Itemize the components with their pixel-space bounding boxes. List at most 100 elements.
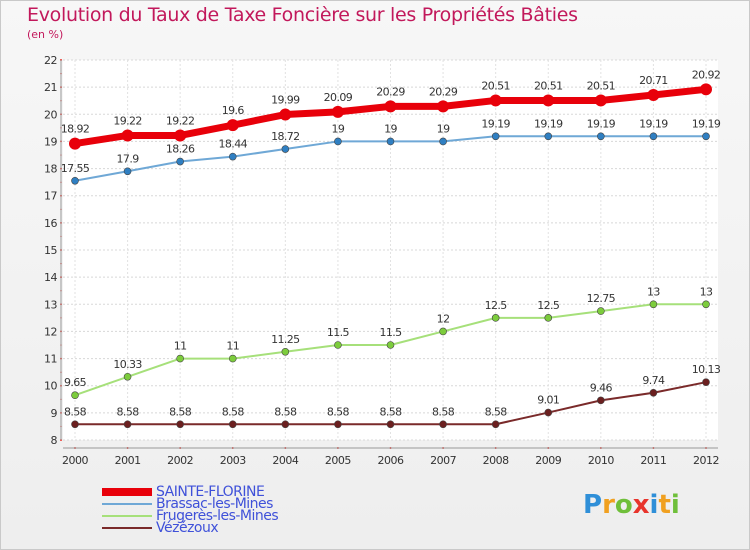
data-label: 8.58: [432, 405, 455, 418]
data-label: 9.65: [64, 376, 87, 389]
y-tick-label: 19: [44, 135, 57, 148]
data-label: 19: [384, 122, 397, 135]
data-label: 17.9: [117, 152, 140, 165]
data-point: [334, 137, 342, 146]
logo-letter: x: [632, 490, 650, 520]
data-label: 11.25: [271, 333, 300, 346]
data-point: [489, 94, 502, 107]
x-tick-label: 2007: [430, 454, 456, 467]
data-point: [647, 89, 660, 102]
data-label: 12.75: [587, 292, 616, 305]
data-label: 20.29: [429, 85, 458, 98]
data-point: [649, 388, 658, 397]
data-label: 18.92: [61, 123, 90, 136]
x-tick-label: 2012: [693, 454, 719, 467]
legend-item-vezezoux: Vézézoux: [102, 520, 278, 536]
legend-label: SAINTE-FLORINE: [156, 484, 265, 500]
data-point: [334, 341, 342, 349]
data-point: [597, 307, 605, 315]
data-label: 19: [437, 122, 450, 135]
chart-title: Evolution du Taux de Taxe Foncière sur l…: [27, 4, 578, 26]
y-tick-label: 12: [44, 325, 57, 338]
data-point: [281, 347, 290, 356]
y-tick-label: 13: [44, 298, 57, 311]
x-tick-label: 2008: [483, 454, 509, 467]
data-label: 8.58: [327, 405, 350, 418]
data-point: [386, 420, 395, 429]
y-tick-label: 9: [51, 407, 58, 420]
data-label: 20.71: [639, 74, 668, 87]
data-label: 11: [174, 340, 187, 353]
data-labels: 8.58 8.58 8.58 8.58 8.58 8.58 8.58 8.58 8.58 9.01…: [61, 68, 722, 418]
legend-swatch: [102, 515, 152, 517]
data-label: 12.5: [537, 299, 560, 312]
data-point: [123, 167, 132, 176]
legend-item-brassac: Brassac-les-Mines: [102, 496, 278, 512]
x-tick-label: 2000: [62, 454, 88, 467]
y-tick-label: 16: [44, 217, 57, 230]
data-point: [594, 94, 607, 107]
data-label: 18.26: [166, 143, 195, 156]
logo-letter: r: [602, 490, 615, 520]
data-label: 13: [700, 285, 713, 298]
data-point: [121, 129, 134, 142]
data-label: 20.29: [376, 85, 405, 98]
x-tick-label: 2006: [378, 454, 404, 467]
data-label: 12.5: [485, 299, 508, 312]
x-tick-label: 2004: [272, 454, 298, 467]
data-label: 11: [226, 340, 239, 353]
data-point: [544, 314, 553, 322]
data-point: [228, 354, 237, 363]
series-layer: [69, 83, 712, 429]
data-point: [597, 396, 605, 405]
x-tick-label: 2005: [325, 454, 351, 467]
unit-label: (en %): [27, 28, 64, 41]
x-tick-label: 2002: [167, 454, 193, 467]
x-tick-label: 2010: [588, 454, 614, 467]
data-label: 8.58: [222, 405, 245, 418]
data-label: 10.33: [113, 358, 142, 371]
data-label: 19: [332, 122, 345, 135]
data-label: 8.58: [117, 405, 140, 418]
data-point: [69, 137, 81, 150]
data-label: 8.58: [379, 405, 402, 418]
data-point: [542, 94, 555, 107]
logo-letter: P: [583, 490, 603, 520]
data-label: 19.22: [166, 114, 195, 127]
data-point: [702, 300, 710, 309]
data-label: 8.58: [485, 405, 508, 418]
data-point: [334, 420, 342, 429]
y-tick-label: 14: [44, 271, 57, 284]
data-point: [386, 341, 395, 349]
legend-label: Vézézoux: [156, 520, 219, 536]
data-label: 9.01: [537, 394, 559, 407]
legend-swatch: [102, 527, 152, 529]
data-point: [71, 391, 79, 400]
data-label: 20.92: [692, 68, 721, 81]
data-point: [176, 157, 184, 166]
data-point: [439, 327, 447, 336]
data-label: 17.55: [61, 162, 90, 175]
legend-swatch: [102, 503, 152, 505]
data-point: [491, 314, 500, 322]
data-point: [281, 420, 290, 429]
y-tick-label: 20: [44, 108, 57, 121]
data-point: [384, 100, 397, 113]
legend: SAINTE-FLORINE Brassac-les-Mines Frugerè…: [102, 484, 279, 536]
data-point: [700, 83, 712, 96]
data-point: [331, 105, 344, 118]
data-label: 9.74: [642, 374, 665, 387]
data-label: 10.13: [692, 363, 721, 376]
x-tick-label: 2011: [640, 454, 666, 467]
legend-item-sainte-florine: SAINTE-FLORINE: [102, 484, 278, 500]
data-label: 8.58: [64, 405, 87, 418]
data-point: [491, 132, 500, 141]
data-label: 20.51: [587, 79, 616, 92]
y-tick-label: 18: [44, 163, 57, 176]
axes: 8 9 10 11 12 13 14 15 16 17 18 19 20 21 22 2000 2001 2002…: [44, 54, 720, 467]
data-label: 13: [647, 285, 660, 298]
logo-letter: i: [670, 490, 680, 520]
y-tick-label: 11: [44, 353, 57, 366]
data-point: [649, 300, 658, 309]
